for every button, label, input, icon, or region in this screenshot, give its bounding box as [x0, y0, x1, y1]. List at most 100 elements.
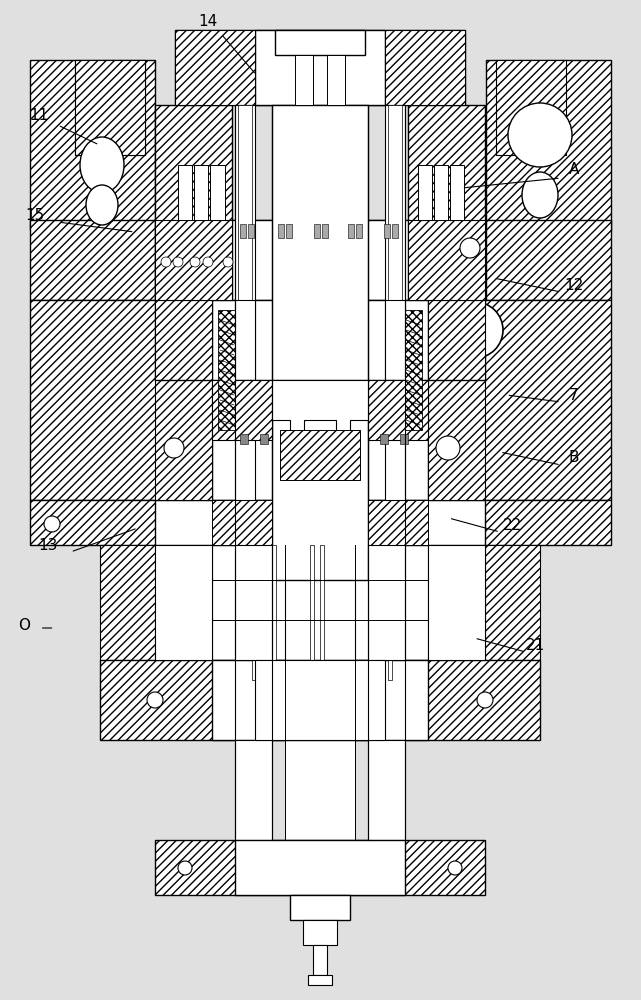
Polygon shape: [194, 165, 208, 220]
Polygon shape: [280, 430, 360, 480]
Polygon shape: [255, 30, 385, 105]
Polygon shape: [210, 165, 225, 220]
Circle shape: [223, 257, 233, 267]
Polygon shape: [278, 224, 284, 238]
Polygon shape: [385, 105, 405, 380]
Polygon shape: [240, 434, 248, 444]
Circle shape: [161, 257, 171, 267]
Text: A: A: [569, 162, 579, 178]
Polygon shape: [380, 434, 388, 444]
Text: 22: 22: [503, 518, 522, 532]
Circle shape: [436, 436, 460, 460]
Polygon shape: [385, 300, 405, 500]
Polygon shape: [75, 60, 145, 155]
Circle shape: [447, 302, 503, 358]
Circle shape: [477, 692, 493, 708]
Polygon shape: [218, 310, 235, 430]
Polygon shape: [212, 300, 428, 500]
Polygon shape: [100, 545, 155, 660]
Circle shape: [460, 238, 480, 258]
Polygon shape: [155, 220, 232, 300]
Polygon shape: [30, 60, 155, 230]
Polygon shape: [428, 300, 485, 500]
Polygon shape: [285, 740, 355, 840]
Polygon shape: [212, 500, 272, 545]
Polygon shape: [260, 434, 268, 444]
Circle shape: [44, 516, 60, 532]
Polygon shape: [238, 105, 252, 380]
Polygon shape: [320, 545, 324, 680]
Polygon shape: [308, 975, 332, 985]
Polygon shape: [235, 740, 272, 840]
Polygon shape: [368, 500, 428, 545]
Text: 7: 7: [569, 387, 579, 402]
Polygon shape: [235, 300, 255, 500]
Polygon shape: [295, 55, 313, 105]
Polygon shape: [248, 224, 254, 238]
Polygon shape: [400, 434, 408, 444]
Polygon shape: [496, 60, 566, 155]
Text: 12: 12: [564, 277, 583, 292]
Text: B: B: [569, 450, 579, 466]
Polygon shape: [30, 300, 212, 500]
Polygon shape: [388, 105, 402, 380]
Polygon shape: [378, 545, 382, 680]
Polygon shape: [275, 30, 365, 55]
Polygon shape: [155, 840, 485, 895]
Polygon shape: [348, 224, 354, 238]
Polygon shape: [155, 500, 485, 545]
Polygon shape: [368, 545, 372, 680]
Circle shape: [448, 861, 462, 875]
Polygon shape: [75, 60, 145, 155]
Polygon shape: [368, 545, 405, 660]
Polygon shape: [235, 840, 405, 895]
Polygon shape: [314, 224, 320, 238]
Polygon shape: [303, 920, 337, 945]
Polygon shape: [418, 165, 432, 220]
Polygon shape: [155, 105, 232, 380]
Polygon shape: [385, 30, 465, 105]
Circle shape: [508, 103, 572, 167]
Polygon shape: [450, 165, 464, 220]
Polygon shape: [428, 545, 485, 660]
Polygon shape: [428, 300, 611, 500]
Polygon shape: [240, 224, 246, 238]
Text: O: O: [19, 618, 30, 634]
Text: 13: 13: [38, 538, 58, 552]
Polygon shape: [100, 660, 540, 740]
Polygon shape: [178, 165, 192, 220]
Polygon shape: [272, 380, 368, 440]
Polygon shape: [356, 224, 362, 238]
Polygon shape: [212, 545, 428, 660]
Ellipse shape: [522, 172, 558, 218]
Polygon shape: [408, 105, 485, 380]
Polygon shape: [285, 545, 355, 660]
Ellipse shape: [86, 185, 118, 225]
Polygon shape: [290, 895, 350, 920]
Polygon shape: [368, 380, 428, 440]
Polygon shape: [155, 545, 212, 660]
Polygon shape: [434, 165, 448, 220]
Circle shape: [164, 438, 184, 458]
Polygon shape: [310, 545, 314, 680]
Circle shape: [173, 257, 183, 267]
Polygon shape: [252, 545, 256, 680]
Polygon shape: [327, 55, 345, 105]
Polygon shape: [272, 105, 368, 580]
Polygon shape: [313, 945, 327, 975]
Circle shape: [190, 257, 200, 267]
Polygon shape: [392, 224, 398, 238]
Polygon shape: [486, 60, 611, 230]
Text: 21: 21: [526, 638, 545, 652]
Polygon shape: [30, 220, 611, 300]
Polygon shape: [175, 30, 465, 105]
Polygon shape: [212, 660, 428, 740]
Polygon shape: [408, 220, 485, 300]
Polygon shape: [235, 545, 272, 660]
Polygon shape: [272, 545, 276, 680]
Polygon shape: [485, 545, 540, 660]
Polygon shape: [262, 545, 266, 680]
Text: 11: 11: [29, 107, 48, 122]
Polygon shape: [405, 310, 422, 430]
Circle shape: [147, 692, 163, 708]
